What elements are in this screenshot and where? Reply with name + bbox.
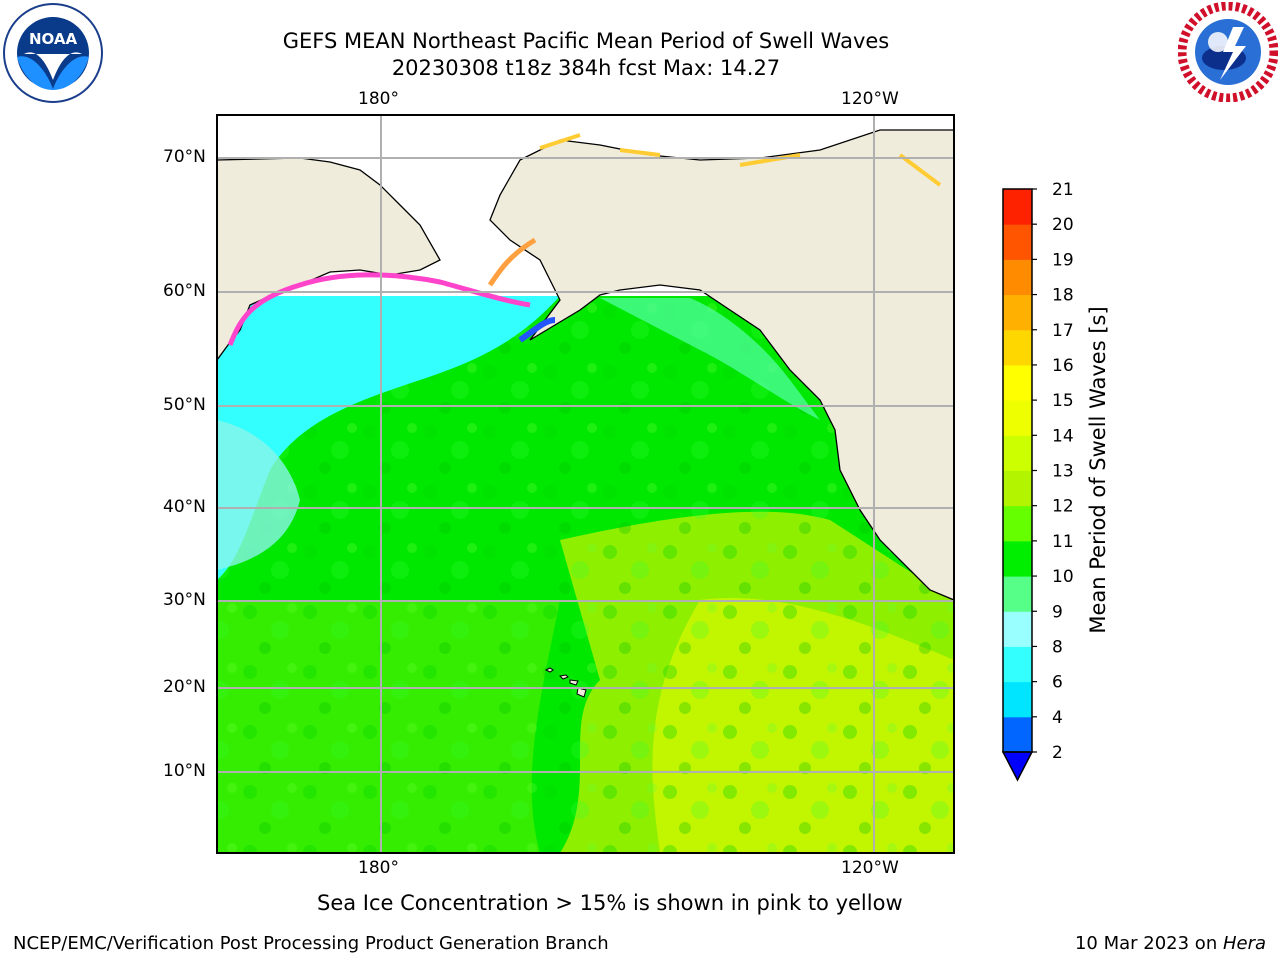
cold-patch-bristol: [518, 317, 556, 343]
colorbar-tick-label: 17: [1052, 321, 1074, 341]
nws-logo: [1177, 1, 1279, 103]
land-alaska-canada: [489, 129, 954, 601]
colorbar-segment: [1003, 646, 1032, 683]
colorbar-tick-label: 9: [1052, 602, 1063, 622]
lon-label-bottom-120w: 120°W: [841, 858, 899, 878]
map-frame: [216, 114, 955, 854]
colorbar-segment: [1003, 681, 1032, 718]
lon-label-top-180: 180°: [358, 89, 399, 109]
noaa-logo-text: NOAA: [29, 30, 78, 48]
colorbar-tick-label: 8: [1052, 637, 1063, 657]
lightcyan-region: [217, 420, 300, 570]
colorbar-tick-label: 12: [1052, 497, 1074, 517]
colorbar-tick-label: 15: [1052, 391, 1074, 411]
colorbar-tick-label: 13: [1052, 462, 1074, 482]
lat-label-30n: 30°N: [163, 590, 206, 610]
colorbar-segment: [1003, 576, 1032, 612]
cyan-region: [217, 296, 560, 580]
noaa-logo: NOAA: [2, 2, 104, 104]
footer-date: 10 Mar 2023 on Hera: [1075, 933, 1266, 954]
lat-label-70n: 70°N: [163, 147, 206, 167]
colorbar-under-arrow: [1001, 751, 1034, 782]
gulf-alaska-region: [600, 298, 820, 420]
lat-label-20n: 20°N: [163, 677, 206, 697]
colorbar-segment: [1003, 470, 1032, 507]
footer-branch: NCEP/EMC/Verification Post Processing Pr…: [13, 933, 609, 954]
colorbar-segment: [1003, 400, 1032, 436]
lat-label-40n: 40°N: [163, 497, 206, 517]
graticule: [217, 115, 954, 853]
sea-ice-norton: [487, 237, 537, 287]
lon-label-top-120w: 120°W: [841, 89, 899, 109]
chart-subtitle: 20230308 t18z 384h fcst Max: 14.27: [391, 56, 781, 80]
colorbar-segment: [1003, 189, 1032, 225]
colorbar-label: Mean Period of Swell Waves [s]: [1086, 306, 1110, 634]
lat-label-10n: 10°N: [163, 761, 206, 781]
sea-ice-arctic: [539, 133, 942, 187]
colorbar-segment: [1003, 364, 1032, 401]
colorbar-segment: [1003, 611, 1032, 647]
lat-label-60n: 60°N: [163, 281, 206, 301]
colorbar-segment: [1003, 505, 1032, 542]
sea-ice-note: Sea Ice Concentration > 15% is shown in …: [317, 891, 903, 915]
colorbar-tick-label: 21: [1052, 180, 1074, 200]
colorbar-tick-label: 2: [1052, 743, 1063, 763]
footer-date-text: 10 Mar 2023 on: [1074, 933, 1223, 954]
colorbar-segment: [1003, 329, 1032, 366]
colorbar-tick-label: 16: [1052, 356, 1074, 376]
colorbar-tick-label: 4: [1052, 708, 1063, 728]
colorbar-segment: [1003, 435, 1032, 471]
sea-ice-edge: [227, 272, 531, 346]
colorbar: 2 4 6 8 9 10 11 12 13 14 15 16 17 18 19 20 21: [1001, 180, 1074, 782]
colorbar-segment: [1003, 716, 1032, 753]
map-field: [217, 115, 954, 853]
noaa-logo-graphic: NOAA: [3, 3, 103, 103]
colorbar-tick-label: 14: [1052, 426, 1074, 446]
colorbar-segment: [1003, 259, 1032, 296]
colorbar-tick-label: 6: [1052, 673, 1063, 693]
colorbar-tick-label: 20: [1052, 215, 1074, 235]
colorbar-tick-label: 11: [1052, 532, 1074, 552]
colorbar-tick-label: 19: [1052, 250, 1074, 270]
footer-host: Hera: [1222, 933, 1266, 954]
land-hawaii: [544, 667, 587, 698]
chart-title: GEFS MEAN Northeast Pacific Mean Period …: [282, 29, 890, 53]
lon-label-bottom-180: 180°: [358, 858, 399, 878]
colorbar-tick-label: 18: [1052, 286, 1074, 306]
colorbar-tick-label: 10: [1052, 567, 1074, 587]
lat-label-50n: 50°N: [163, 395, 206, 415]
colorbar-segment: [1003, 294, 1032, 331]
colorbar-segment: [1003, 224, 1032, 260]
nws-logo-graphic: [1177, 1, 1279, 103]
colorbar-segment: [1003, 540, 1032, 577]
